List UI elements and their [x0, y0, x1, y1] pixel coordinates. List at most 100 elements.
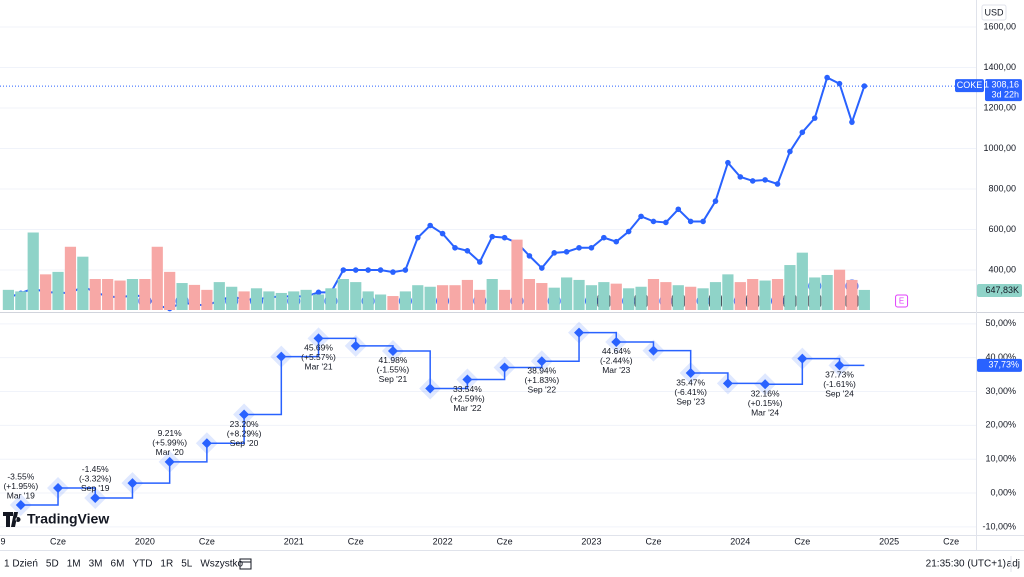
price-point: [476, 259, 483, 265]
x-tick-label: 9: [0, 536, 5, 546]
price-point: [687, 218, 694, 225]
calendar-icon[interactable]: [239, 558, 252, 570]
point-marker: [164, 456, 175, 467]
volume-bar: [15, 291, 27, 310]
y-tick-label: 1400,00: [983, 62, 1016, 72]
price-point: [836, 80, 843, 87]
price-point: [613, 238, 620, 245]
currency[interactable]: USD: [984, 7, 1004, 17]
volume-bar: [709, 282, 722, 310]
step-segment: [765, 358, 804, 385]
point-label: (-6.41%): [674, 387, 707, 397]
point-marker: [201, 438, 212, 449]
point-marker: [350, 340, 361, 351]
point-marker: [797, 353, 808, 364]
volume-bar: [660, 282, 672, 310]
range-button[interactable]: 5L: [181, 559, 193, 570]
volume-bar: [833, 269, 846, 310]
volume-bar: [499, 289, 511, 310]
volume-bar: [796, 252, 808, 310]
point-marker: [90, 492, 101, 503]
volume-bar: [89, 279, 101, 310]
point-marker: [499, 362, 510, 373]
point-label: 45.69%: [304, 343, 333, 353]
range-button[interactable]: YTD: [132, 559, 152, 570]
volume-bar: [250, 288, 263, 310]
x-tick-label: Cze: [497, 536, 513, 546]
point-label: (+2.59%): [450, 393, 485, 403]
price-point: [712, 198, 719, 204]
price-point: [849, 119, 855, 125]
point-marker: [53, 483, 64, 494]
point-label: (-2.44%): [600, 356, 633, 366]
point-label: (-3.32%): [79, 474, 112, 484]
volume-bar: [474, 289, 486, 310]
price-point: [576, 244, 582, 251]
point-label: (-1.55%): [377, 365, 410, 375]
volume-bar: [77, 256, 89, 310]
point-marker: [648, 345, 659, 356]
volume-bar: [623, 288, 635, 310]
volume-bar: [846, 279, 858, 310]
range-button[interactable]: 5D: [46, 559, 59, 570]
range-button[interactable]: 6M: [111, 559, 125, 570]
point-marker: [834, 360, 845, 371]
price-tag: [985, 79, 1022, 102]
volume-bar: [523, 279, 536, 310]
volume-bar: [511, 239, 523, 310]
volume-bar: [858, 289, 870, 310]
adj-toggle[interactable]: adj: [1007, 559, 1020, 570]
price-line: [8, 76, 866, 310]
x-tick-label: Cze: [943, 536, 959, 546]
x-tick-label: 2020: [135, 536, 155, 546]
y-tick-label: -10,00%: [982, 521, 1016, 531]
volume-bar: [412, 285, 424, 310]
volume-bar: [461, 279, 473, 310]
range-button[interactable]: 1 Dzień: [4, 559, 38, 570]
point-marker: [574, 327, 585, 338]
plot-area: DDDDDDDDDDDDDEDEDEDEDEDEEDEDE-3.55%(+1.9…: [0, 26, 976, 528]
point-label: -3.55%: [7, 471, 34, 481]
point-label: Sep '20: [230, 438, 259, 448]
volume-bar: [312, 294, 325, 310]
point-label: 33.54%: [453, 384, 482, 394]
event-badge[interactable]: [895, 294, 909, 308]
volume-tag: [977, 284, 1022, 297]
volume-bar: [164, 271, 176, 310]
last-value-tag: [977, 358, 1022, 372]
price-point: [737, 174, 744, 180]
y-tick-label: 1600,00: [983, 21, 1016, 31]
price-point: [526, 253, 533, 259]
range-button[interactable]: 3M: [89, 559, 103, 570]
price-point: [501, 234, 508, 241]
clock: 21:35:30 (UTC+1): [926, 559, 1006, 570]
point-marker: [685, 368, 696, 379]
volume-bar: [275, 292, 287, 310]
range-button[interactable]: 1M: [67, 559, 81, 570]
price-point: [663, 219, 669, 226]
price-point: [588, 244, 595, 251]
y-tick-label: 20,00%: [985, 420, 1016, 430]
volume-bar: [176, 283, 188, 310]
volume-bar: [288, 291, 300, 310]
volume-bar: [151, 246, 163, 310]
volume-bar: [27, 232, 39, 310]
volume-bar: [722, 274, 734, 310]
price-point: [799, 129, 806, 136]
volume-bar: [635, 286, 647, 310]
y-tick-label: 0,00%: [990, 487, 1016, 497]
price-point: [452, 244, 458, 251]
last-value-label: 37,73%: [988, 360, 1019, 370]
range-button[interactable]: Wszystko: [200, 559, 243, 570]
point-label: Sep '24: [825, 389, 854, 399]
point-label: (+1.95%): [3, 481, 38, 491]
point-label: 41.98%: [379, 355, 408, 365]
step-segment: [281, 338, 320, 358]
currency-box[interactable]: [981, 4, 1007, 21]
volume-bar: [610, 283, 622, 310]
range-button[interactable]: 1R: [160, 559, 173, 570]
volume-bar: [2, 289, 15, 310]
volume-bar: [685, 286, 697, 310]
